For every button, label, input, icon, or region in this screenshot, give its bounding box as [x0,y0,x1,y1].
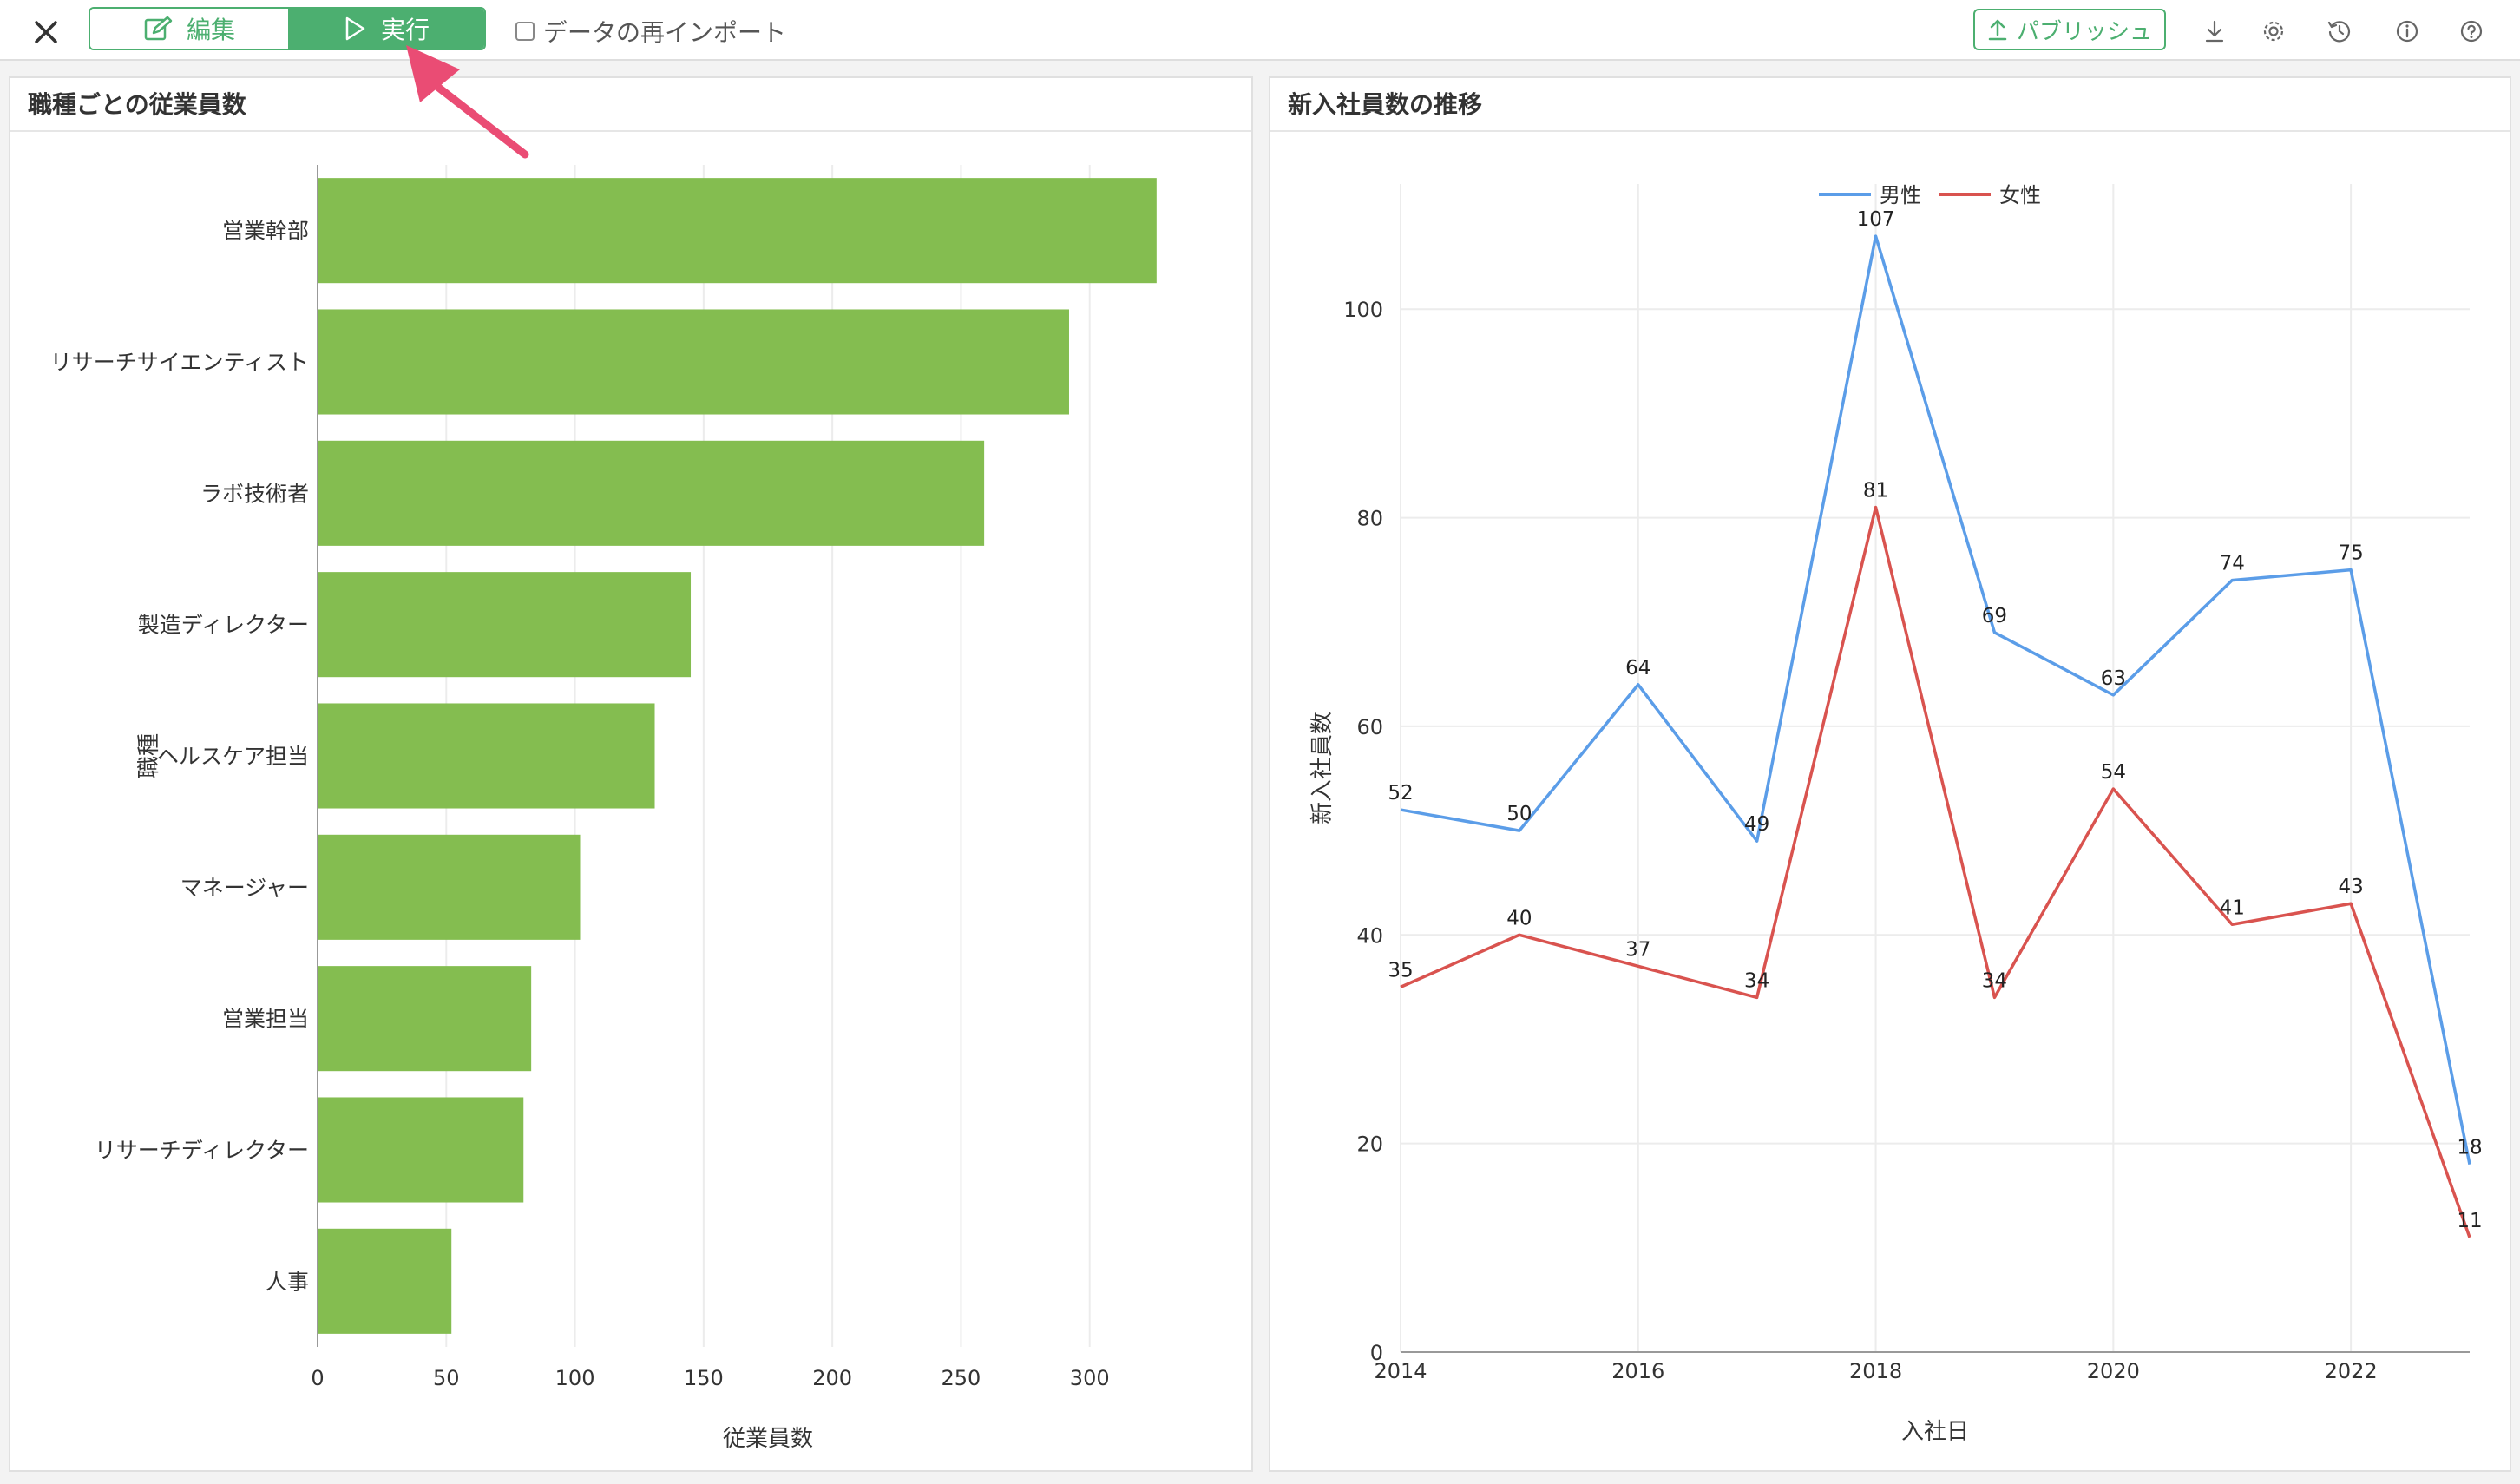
history-icon [2327,21,2351,43]
play-icon [345,16,365,41]
y-tick-label: 製造ディレクター [138,613,309,638]
data-label: 37 [1625,938,1650,961]
bar [318,572,692,678]
upload-icon [1988,19,2007,41]
bar [318,703,655,809]
data-label: 43 [2338,876,2363,898]
y-tick-label: 80 [1356,507,1383,531]
x-tick-label: 0 [311,1366,324,1390]
info-icon [2396,20,2418,43]
x-tick-label: 250 [942,1366,981,1390]
close-button[interactable] [24,12,66,50]
legend-label: 男性 [1880,183,1921,207]
mode-toggle: 編集 実行 [89,7,486,50]
download-button[interactable] [2195,12,2234,50]
data-label: 74 [2220,553,2245,575]
x-tick-label: 50 [433,1366,460,1390]
y-tick-label: 人事 [266,1269,309,1294]
download-icon [2205,20,2224,43]
data-label: 11 [2457,1210,2482,1232]
data-label: 63 [2101,667,2126,690]
y-tick-label: 20 [1356,1133,1383,1157]
x-tick-label: 2020 [2087,1359,2140,1383]
y-tick-label: リサーチディレクター [95,1138,309,1163]
y-tick-label: リサーチサイエンティスト [50,350,309,375]
data-label: 81 [1863,480,1888,502]
settings-button[interactable] [2254,12,2293,50]
data-label: 49 [1744,813,1769,836]
data-label: 34 [1982,969,2007,992]
annotation-arrow [406,45,529,159]
edit-tab[interactable]: 編集 [90,9,288,49]
bar-chart: 0 50 100 150 200 250 300 営業幹部リサーチサイエンティストラボ技術者製… [50,165,1157,1452]
data-label: 40 [1506,907,1532,929]
bar [318,966,532,1072]
series-line [1400,505,2471,1238]
reimport-checkbox-group[interactable]: データの再インポート [515,14,786,49]
y-tick-label: 営業担当 [222,1007,309,1032]
line-chart-title: 新入社員数の推移 [1270,78,2510,132]
y-tick-label: 営業幹部 [222,219,309,244]
x-tick-label: 2014 [1374,1359,1427,1383]
legend-label: 女性 [1999,183,2041,207]
bar-chart-title: 職種ごとの従業員数 [10,78,1251,132]
bar [318,834,581,940]
help-icon [2460,20,2483,43]
x-axis-title: 入社日 [1901,1419,1969,1445]
data-label: 41 [2220,896,2245,919]
y-axis-title: 新入社員数 [1309,712,1335,824]
run-tab-label: 実行 [380,16,430,44]
info-button[interactable] [2388,12,2426,50]
help-button[interactable] [2452,12,2490,50]
publish-button[interactable]: パブリッシュ [1973,9,2166,50]
y-tick-label: マネージャー [180,875,309,900]
data-label: 69 [1982,605,2007,627]
data-label: 34 [1744,969,1769,992]
edit-icon [144,16,173,41]
data-label: 50 [1506,803,1532,825]
history-button[interactable] [2320,12,2359,50]
y-tick-label: ヘルスケア担当 [157,744,309,769]
bar [318,178,1157,284]
data-label: 54 [2101,761,2126,784]
publish-label: パブリッシュ [2016,18,2152,45]
bar [318,309,1069,415]
bar [318,1228,452,1334]
data-label: 64 [1625,657,1650,680]
bar [318,440,985,546]
close-icon [35,21,57,43]
y-tick-label: 100 [1343,298,1383,322]
data-label: 107 [1857,208,1895,231]
x-tick-label: 200 [812,1366,852,1390]
data-label: 75 [2338,542,2363,565]
x-tick-label: 300 [1070,1366,1110,1390]
x-tick-label: 100 [555,1366,595,1390]
run-tab[interactable]: 実行 [288,9,484,49]
x-tick-label: 2016 [1611,1359,1664,1383]
data-label: 52 [1388,782,1413,804]
series-line [1400,234,2471,1166]
x-tick-label: 2022 [2325,1359,2378,1383]
reimport-checkbox[interactable] [515,22,535,41]
y-axis-title: 職種 [136,733,162,778]
toolbar: 編集 実行 データの再インポート パブリッシュ [0,0,2520,61]
y-tick-label: ラボ技術者 [200,481,309,506]
y-tick-label: 0 [1370,1341,1383,1365]
data-label: 18 [2457,1137,2482,1159]
y-tick-label: 60 [1356,715,1383,739]
bar [318,1097,524,1203]
line-chart: 0 20 40 60 80 100 2014 2016 2018 2020 2022 52 50 64 49… [1309,183,2483,1445]
x-tick-label: 150 [684,1366,724,1390]
data-label: 35 [1388,959,1413,982]
x-tick-label: 2018 [1849,1359,1902,1383]
gear-icon [2263,21,2284,42]
x-axis-title: 従業員数 [723,1426,813,1452]
reimport-label: データの再インポート [543,18,787,47]
edit-tab-label: 編集 [186,16,235,44]
y-tick-label: 40 [1356,923,1383,948]
